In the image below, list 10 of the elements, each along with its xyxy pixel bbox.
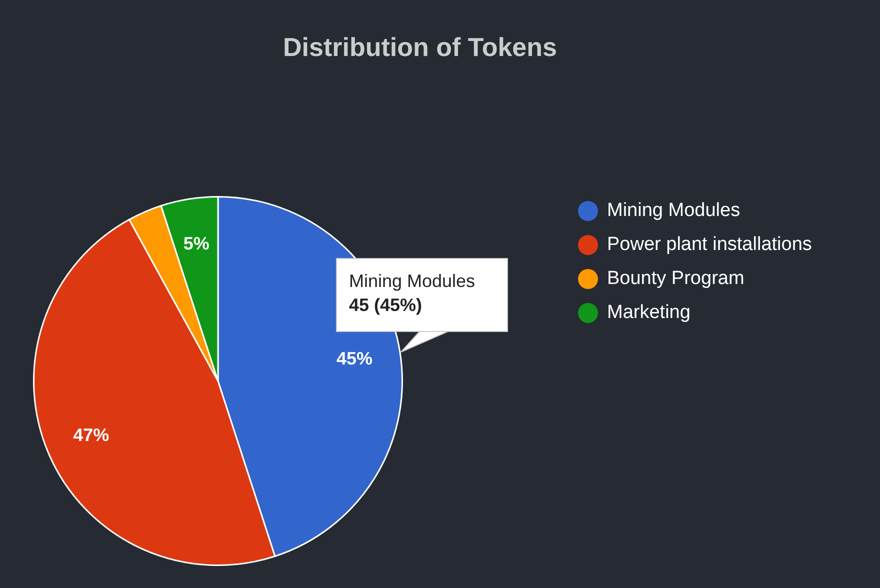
data-label: 5% [183, 233, 210, 254]
legend-label: Mining Modules [607, 200, 740, 222]
text: Mining Modules [349, 270, 476, 293]
chart-title: Distribution of Tokens [282, 32, 558, 63]
data-label: 45% [336, 348, 372, 368]
legend-label: Marketing [607, 302, 690, 324]
text: 45 (45%) [349, 294, 424, 317]
data-label: 47% [73, 424, 110, 445]
legend-label: Power plant installations [607, 234, 812, 256]
legend-label: Bounty Program [607, 268, 744, 290]
